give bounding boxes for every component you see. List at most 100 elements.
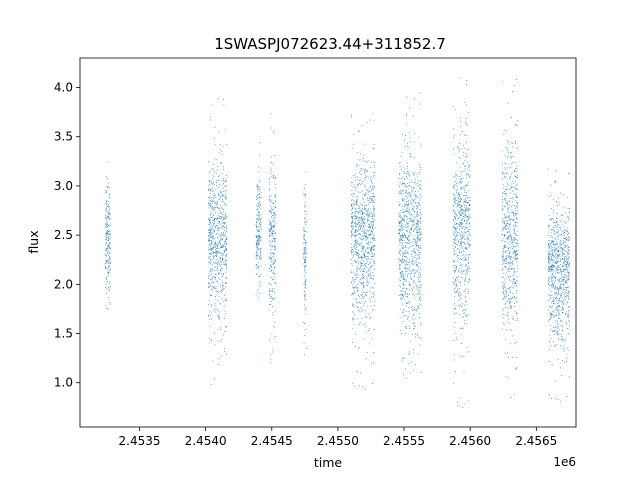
data-point — [403, 236, 405, 238]
data-point — [215, 253, 217, 255]
data-point — [303, 229, 305, 231]
data-point — [554, 256, 555, 258]
data-point — [552, 269, 554, 271]
data-point — [224, 222, 226, 224]
data-point — [353, 246, 355, 247]
data-point — [465, 202, 467, 204]
data-point — [410, 228, 412, 230]
data-point — [460, 265, 461, 266]
data-point — [105, 255, 106, 256]
data-point — [550, 337, 552, 339]
data-point — [466, 227, 468, 228]
data-point — [551, 242, 553, 243]
data-point — [258, 238, 260, 240]
data-point — [304, 322, 305, 324]
data-point — [351, 189, 353, 191]
data-point — [459, 199, 461, 201]
data-point — [418, 292, 420, 294]
data-point — [358, 347, 359, 349]
data-point — [553, 260, 555, 262]
data-point — [255, 235, 257, 237]
data-point — [555, 254, 557, 255]
data-point — [352, 293, 354, 294]
data-point — [269, 198, 270, 200]
data-point — [303, 342, 305, 344]
data-point — [259, 227, 261, 229]
data-point — [412, 349, 414, 351]
data-point — [361, 213, 363, 214]
data-point — [399, 248, 401, 250]
data-point — [226, 353, 227, 355]
data-point — [505, 192, 507, 194]
data-point — [560, 214, 562, 216]
data-point — [454, 234, 456, 236]
data-point — [460, 222, 462, 223]
data-point — [568, 277, 570, 279]
data-point — [510, 308, 512, 309]
data-point — [510, 396, 512, 398]
data-point — [215, 274, 217, 276]
data-point — [272, 233, 273, 235]
data-point — [219, 185, 221, 187]
data-point — [417, 231, 419, 233]
data-point — [568, 320, 570, 321]
data-point — [469, 233, 471, 235]
data-point — [466, 84, 467, 85]
data-point — [219, 209, 221, 211]
data-point — [218, 276, 220, 278]
data-point — [415, 245, 417, 247]
data-point — [418, 238, 420, 240]
data-point — [458, 182, 460, 184]
data-point — [257, 239, 259, 241]
data-point — [258, 186, 259, 188]
data-point — [374, 187, 375, 189]
data-point — [268, 223, 270, 225]
data-point — [505, 225, 507, 227]
data-point — [268, 294, 270, 296]
data-point — [406, 263, 407, 265]
data-point — [468, 258, 469, 260]
data-point — [371, 230, 373, 232]
data-point — [409, 259, 411, 261]
data-point — [461, 180, 463, 182]
data-point — [222, 184, 223, 186]
data-point — [369, 262, 371, 263]
data-point — [358, 274, 360, 276]
data-point — [504, 217, 506, 218]
data-point — [506, 299, 508, 301]
data-point — [222, 260, 223, 262]
data-point — [565, 250, 567, 252]
data-point — [468, 164, 470, 166]
data-point — [217, 300, 219, 302]
data-point — [213, 181, 215, 183]
data-point — [106, 288, 108, 290]
data-point — [269, 230, 271, 232]
data-point — [221, 267, 223, 269]
data-point — [463, 238, 465, 240]
data-point — [407, 257, 408, 259]
data-point — [106, 262, 108, 264]
data-point — [408, 185, 410, 186]
data-point — [461, 327, 463, 329]
data-point — [362, 259, 364, 261]
data-point — [408, 203, 409, 205]
data-point — [550, 256, 552, 257]
data-point — [361, 222, 363, 224]
data-point — [555, 327, 557, 329]
data-point — [218, 198, 220, 200]
data-point — [356, 218, 357, 219]
data-point — [411, 256, 413, 258]
data-point — [360, 262, 362, 264]
data-point — [367, 194, 369, 196]
data-point — [550, 317, 552, 319]
data-point — [107, 262, 109, 263]
data-point — [225, 249, 227, 250]
data-point — [515, 281, 516, 283]
data-point — [465, 200, 467, 202]
data-point — [412, 322, 414, 324]
data-point — [416, 248, 418, 250]
data-point — [107, 272, 109, 274]
data-point — [222, 288, 224, 290]
data-point — [509, 263, 511, 265]
data-point — [362, 273, 363, 275]
